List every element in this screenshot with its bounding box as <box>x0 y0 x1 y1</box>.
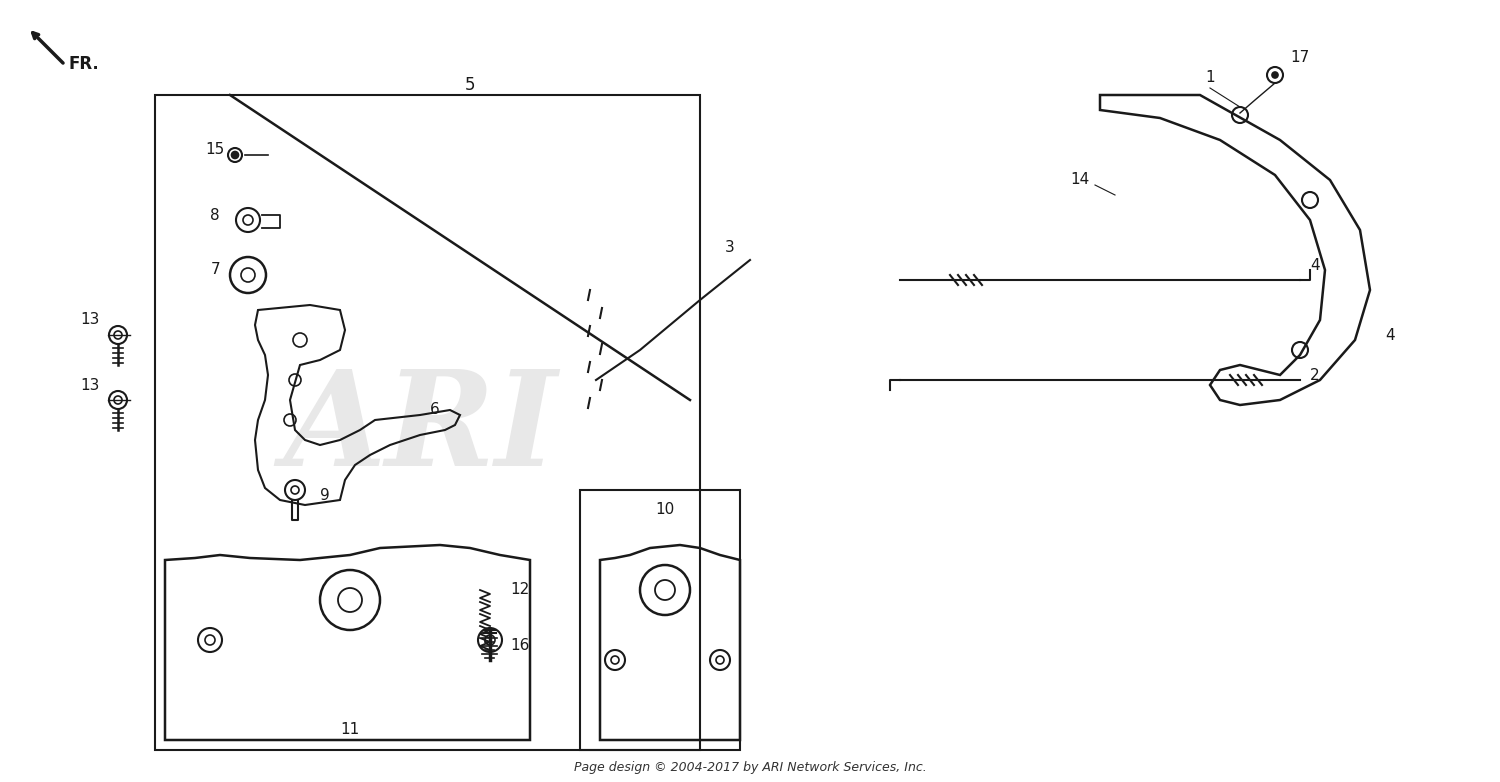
Text: 14: 14 <box>1071 173 1090 188</box>
Text: 3: 3 <box>724 241 735 256</box>
Text: 7: 7 <box>210 263 220 278</box>
Text: Page design © 2004-2017 by ARI Network Services, Inc.: Page design © 2004-2017 by ARI Network S… <box>573 762 927 774</box>
Text: 8: 8 <box>210 207 220 223</box>
Circle shape <box>231 152 238 159</box>
Text: 2: 2 <box>1310 368 1320 382</box>
Text: 11: 11 <box>340 723 360 737</box>
Text: 10: 10 <box>656 503 675 518</box>
Text: 1: 1 <box>1204 70 1215 85</box>
Text: 4: 4 <box>1384 328 1395 343</box>
Text: 12: 12 <box>510 583 530 597</box>
Text: 16: 16 <box>510 637 530 652</box>
Text: 5: 5 <box>465 76 476 94</box>
Text: 13: 13 <box>81 378 100 393</box>
Circle shape <box>1272 72 1278 78</box>
Text: 15: 15 <box>206 142 225 157</box>
Text: 6: 6 <box>430 403 439 418</box>
Text: 4: 4 <box>1310 257 1320 272</box>
Text: ARI: ARI <box>284 365 556 494</box>
Text: FR.: FR. <box>68 55 99 73</box>
Text: 17: 17 <box>1290 51 1310 66</box>
Text: 9: 9 <box>320 487 330 503</box>
Text: 13: 13 <box>81 313 100 328</box>
